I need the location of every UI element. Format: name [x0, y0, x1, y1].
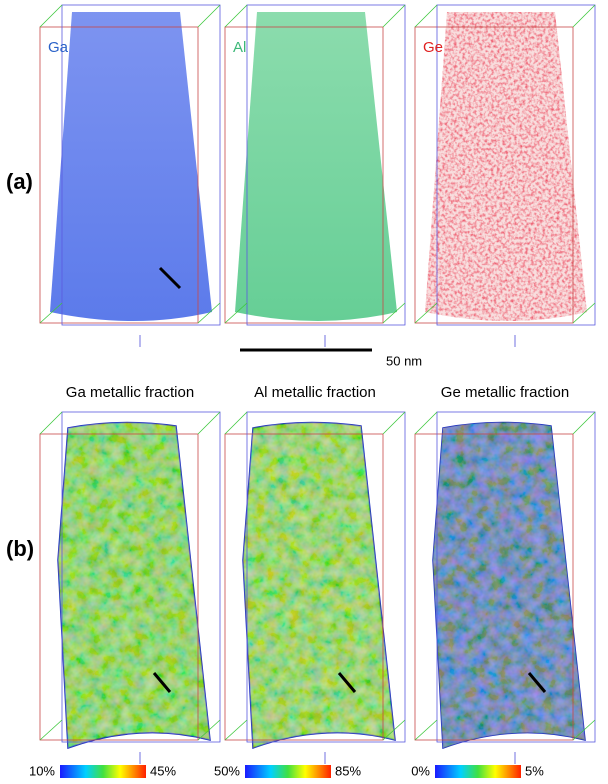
- atom-map: [50, 12, 212, 321]
- box-edge: [61, 4, 221, 326]
- box-edge: [572, 719, 596, 741]
- colorbar: [245, 765, 331, 778]
- box-edge: [39, 302, 63, 324]
- box-edge: [382, 4, 406, 28]
- atom-map: [425, 12, 587, 321]
- box-edge: [572, 411, 596, 435]
- box-edge: [414, 302, 438, 324]
- box-edge: [436, 411, 596, 743]
- fraction-map: [433, 422, 585, 748]
- element-label: Ga: [48, 39, 69, 56]
- scale-bar-label: 50 nm: [386, 353, 422, 368]
- element-label: Al: [233, 39, 246, 56]
- element-label: Ge: [423, 39, 443, 56]
- panel-label: (b): [6, 536, 34, 561]
- box-edge: [224, 26, 384, 324]
- colorbar-min: 0%: [411, 763, 430, 778]
- colorbar-max: 45%: [150, 763, 176, 778]
- box-edge: [224, 302, 248, 324]
- box-edge: [39, 4, 63, 28]
- box-edge: [39, 433, 199, 741]
- box-edge: [224, 433, 384, 741]
- arrow: [527, 672, 547, 693]
- box-edge: [246, 4, 406, 326]
- colorbar-min: 50%: [214, 763, 240, 778]
- panel-title: Ge metallic fraction: [441, 384, 569, 401]
- atom-map: [235, 12, 397, 321]
- box-edge: [414, 719, 438, 741]
- box-edge: [246, 411, 406, 743]
- colorbar-max: 5%: [525, 763, 544, 778]
- arrow: [152, 672, 172, 693]
- arrow: [158, 266, 182, 290]
- box-edge: [61, 411, 221, 743]
- box-edge: [224, 4, 248, 28]
- colorbar-max: 85%: [335, 763, 361, 778]
- fraction-map: [58, 422, 210, 748]
- box-edge: [197, 4, 221, 28]
- colorbar-min: 10%: [29, 763, 55, 778]
- colorbar: [60, 765, 146, 778]
- box-edge: [197, 719, 221, 741]
- box-edge: [39, 411, 63, 435]
- box-edge: [414, 26, 574, 324]
- box-edge: [572, 4, 596, 28]
- panel-title: Al metallic fraction: [254, 384, 376, 401]
- arrow: [337, 672, 357, 693]
- box-edge: [224, 719, 248, 741]
- box-edge: [39, 26, 199, 324]
- box-edge: [382, 719, 406, 741]
- box-edge: [197, 411, 221, 435]
- box-edge: [197, 302, 221, 324]
- box-edge: [382, 411, 406, 435]
- box-edge: [382, 302, 406, 324]
- box-edge: [414, 411, 438, 435]
- box-edge: [414, 4, 438, 28]
- fraction-map: [243, 422, 395, 748]
- box-edge: [572, 302, 596, 324]
- colorbar: [435, 765, 521, 778]
- panel-label: (a): [6, 169, 33, 194]
- box-edge: [224, 411, 248, 435]
- box-edge: [414, 433, 574, 741]
- panel-title: Ga metallic fraction: [66, 384, 194, 401]
- box-edge: [39, 719, 63, 741]
- box-edge: [436, 4, 596, 326]
